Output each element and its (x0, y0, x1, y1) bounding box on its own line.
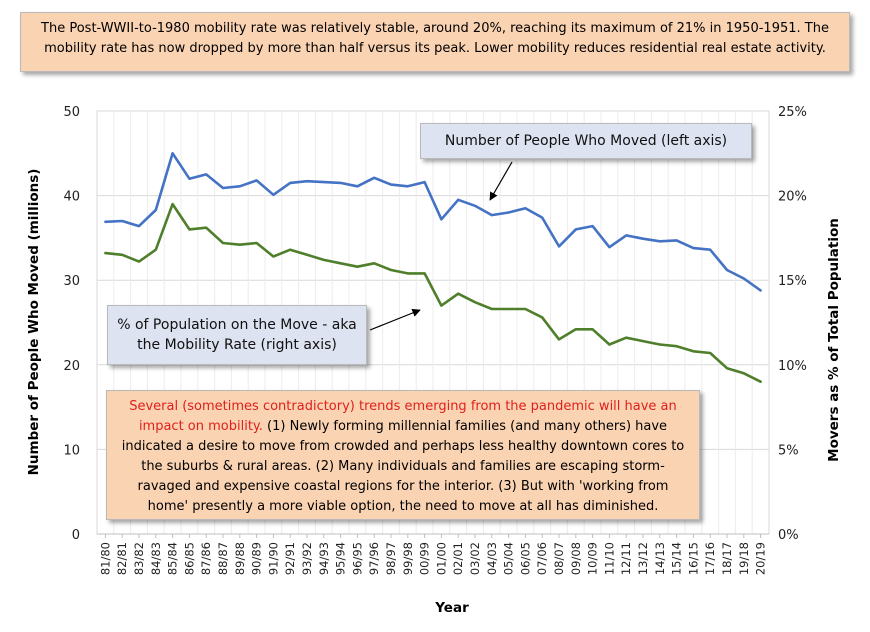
x-axis-ticks: 81/80 82/81 83/82 84/83 85/84 86/85 87/86 88/87… (98, 534, 768, 575)
x-tick-label: 14/13 (653, 542, 667, 575)
x-tick-label: 83/82 (132, 542, 146, 575)
y-right-tick-label: 5% (778, 443, 799, 458)
x-tick-label: 03/02 (468, 542, 482, 575)
x-tick-label: 18/17 (720, 542, 734, 575)
x-tick-label: 02/01 (451, 542, 465, 575)
pandemic-note: Several (sometimes contradictory) trends… (106, 390, 700, 520)
x-tick-label: 87/86 (199, 542, 213, 575)
y-right-tick-label: 10% (778, 359, 807, 374)
y-right-tick-label: 0% (778, 528, 799, 543)
series-line-people-moved (104, 152, 762, 292)
series-label-moved: Number of People Who Moved (left axis) (420, 123, 752, 159)
left-axis-ticks: 0 10 20 30 40 50 (63, 105, 80, 543)
x-tick-label: 05/04 (502, 542, 516, 575)
x-tick-label: 95/94 (334, 542, 348, 575)
y-left-tick-label: 30 (63, 274, 80, 289)
x-tick-label: 16/15 (686, 542, 700, 575)
y-left-tick-label: 10 (63, 443, 80, 458)
x-tick-label: 08/07 (552, 542, 566, 575)
x-tick-label: 09/08 (569, 542, 583, 575)
x-tick-label: 89/88 (233, 542, 247, 575)
y-left-tick-label: 20 (63, 359, 80, 374)
x-tick-label: 98/97 (384, 542, 398, 575)
x-tick-label: 11/10 (602, 542, 616, 575)
x-tick-label: 86/85 (182, 542, 196, 575)
x-tick-label: 13/12 (636, 542, 650, 575)
y-left-tick-label: 40 (63, 190, 80, 205)
callout-arrow-moved (489, 161, 513, 201)
headline-callout: The Post-WWII-to-1980 mobility rate was … (20, 12, 850, 72)
x-tick-label: 17/16 (703, 542, 717, 575)
x-tick-label: 92/91 (283, 542, 297, 575)
y-axis-right-title: Movers as % of Total Population (826, 218, 842, 462)
x-tick-label: 88/87 (216, 542, 230, 575)
x-tick-label: 91/90 (266, 542, 280, 575)
x-tick-label: 07/06 (535, 542, 549, 575)
y-axis-left-title: Number of People Who Moved (millions) (26, 169, 42, 476)
y-right-tick-label: 15% (778, 274, 807, 289)
headline-text: The Post-WWII-to-1980 mobility rate was … (41, 21, 829, 56)
x-tick-label: 19/18 (737, 542, 751, 575)
x-tick-label: 12/11 (619, 542, 633, 575)
x-tick-label: 90/89 (250, 542, 264, 575)
series-label-rate-text: % of Population on the Move - aka the Mo… (117, 317, 357, 353)
y-right-tick-label: 25% (778, 105, 807, 120)
x-tick-label: 04/03 (485, 542, 499, 575)
x-tick-label: 00/99 (418, 542, 432, 575)
callout-arrow-rate (369, 308, 421, 331)
y-right-tick-label: 20% (778, 190, 807, 205)
series-lines (104, 152, 762, 384)
x-tick-label: 01/00 (434, 542, 448, 575)
x-tick-label: 85/84 (166, 542, 180, 575)
series-label-moved-text: Number of People Who Moved (left axis) (444, 133, 728, 149)
x-tick-label: 06/05 (518, 542, 532, 575)
y-left-tick-label: 0 (72, 528, 80, 543)
right-axis-ticks: 0% 5% 10% 15% 20% 25% (778, 105, 807, 543)
y-left-tick-label: 50 (63, 105, 80, 120)
series-line-mobility-rate (104, 202, 762, 384)
x-tick-label: 82/81 (115, 542, 129, 575)
series-label-rate: % of Population on the Move - aka the Mo… (107, 305, 367, 365)
x-tick-label: 93/92 (300, 542, 314, 575)
x-tick-label: 15/14 (670, 542, 684, 575)
x-tick-label: 94/93 (317, 542, 331, 575)
pandemic-note-lead: Several (sometimes contradictory) trends… (129, 399, 677, 434)
x-axis-title: Year (434, 600, 469, 616)
pandemic-note-body: (1) Newly forming millennial families (a… (121, 419, 685, 514)
x-tick-label: 99/98 (401, 542, 415, 575)
x-tick-label: 81/80 (98, 542, 112, 575)
x-tick-label: 10/09 (586, 542, 600, 575)
x-tick-label: 20/19 (754, 542, 768, 575)
x-tick-label: 84/83 (149, 542, 163, 575)
x-tick-label: 97/96 (367, 542, 381, 575)
x-tick-label: 96/95 (350, 542, 364, 575)
